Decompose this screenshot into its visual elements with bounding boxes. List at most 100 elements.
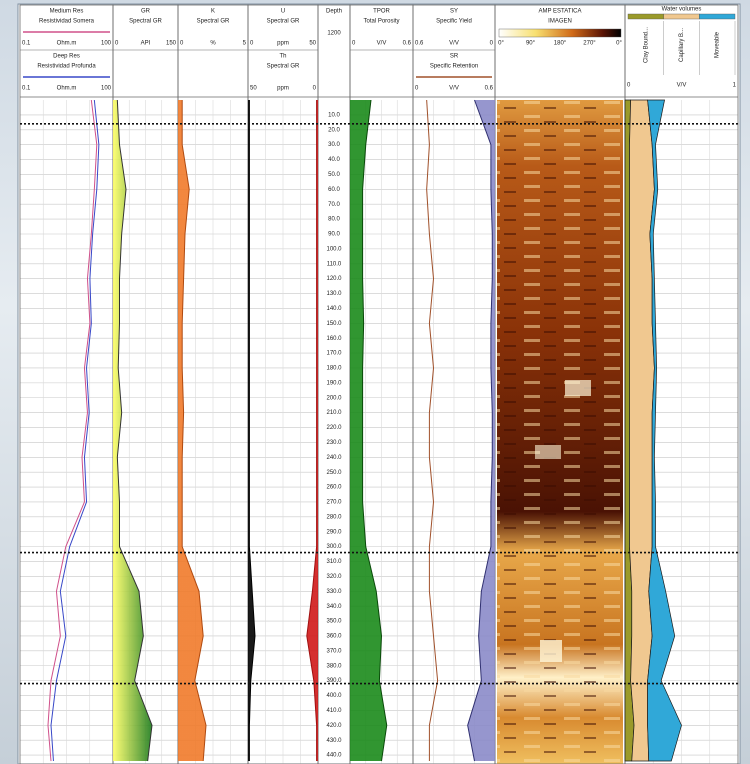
scale-unit: Ohm.m — [57, 86, 77, 92]
curve-name: Medium Res — [50, 9, 84, 15]
track-name: Water volumes — [662, 7, 702, 13]
depth-label: 140.0 — [326, 306, 342, 312]
depth-label: 320.0 — [326, 574, 342, 580]
depth-label: 410.0 — [326, 708, 342, 714]
depth-label: 230.0 — [326, 440, 342, 446]
depth-label: 50.0 — [328, 172, 340, 178]
curve-name: Deep Res — [53, 54, 80, 60]
depth-label: 240.0 — [326, 455, 342, 461]
depth-label: 310.0 — [326, 559, 342, 565]
page: {"log": { "depth_lim": [0, 446], "depths… — [0, 0, 750, 764]
curve-subtitle: Spectral GR — [267, 19, 300, 25]
curve-subtitle: Specific Yield — [436, 19, 472, 25]
depth-label: 360.0 — [326, 634, 342, 640]
depth-label: 40.0 — [328, 157, 340, 163]
depth-label: 280.0 — [326, 514, 342, 520]
curve-subtitle: Spectral GR — [129, 19, 162, 25]
scale-unit: V/V — [449, 41, 459, 47]
image-scale-label: 180° — [554, 41, 567, 47]
image-spot — [565, 380, 591, 396]
curve-subtitle: Spectral GR — [197, 19, 230, 25]
depth-label: 340.0 — [326, 604, 342, 610]
scale-min: 0.1 — [22, 41, 31, 47]
scale-min: 0.1 — [22, 86, 31, 92]
depth-label: 130.0 — [326, 291, 342, 297]
legend-label: Capillary B... — [679, 28, 685, 62]
curve-name: SR — [450, 54, 459, 60]
legend-swatch — [628, 14, 664, 19]
depth-label: 90.0 — [328, 232, 340, 238]
depth-label: 160.0 — [326, 336, 342, 342]
depth-label: 70.0 — [328, 202, 340, 208]
image-texture — [497, 100, 623, 764]
legend-label: Moveable — [715, 31, 721, 58]
curve-name: U — [281, 9, 285, 15]
scale-unit: % — [210, 41, 216, 47]
image-spot — [535, 445, 561, 459]
curve-name: K — [211, 9, 215, 15]
depth-label: 350.0 — [326, 619, 342, 625]
scale-unit: V/V — [377, 41, 387, 47]
depth-label: 260.0 — [326, 485, 342, 491]
depth-label: 430.0 — [326, 738, 342, 744]
depth-label: 420.0 — [326, 723, 342, 729]
curve-name: Th — [279, 54, 286, 60]
curve-subtitle: Spectral GR — [267, 64, 300, 70]
depth-label: 100.0 — [326, 246, 342, 252]
depth-label: 270.0 — [326, 500, 342, 506]
scale-unit: ppm — [277, 41, 289, 47]
depth-label: 250.0 — [326, 470, 342, 476]
scale-unit: V/V — [677, 83, 687, 89]
amplitude-bar — [499, 29, 621, 37]
scale-unit: V/V — [449, 86, 459, 92]
legend-swatch — [699, 14, 735, 19]
image-spot — [540, 640, 562, 662]
scale-max: 100 — [101, 86, 112, 92]
legend-swatch — [664, 14, 700, 19]
depth-label: 80.0 — [328, 217, 340, 223]
depth-label: 440.0 — [326, 753, 342, 759]
depth-label: 380.0 — [326, 663, 342, 669]
depth-label: 190.0 — [326, 380, 342, 386]
depth-label: 120.0 — [326, 276, 342, 282]
depth-label: 60.0 — [328, 187, 340, 193]
depth-title: Depth — [326, 9, 342, 15]
image-subtitle: IMAGEN — [548, 19, 572, 25]
depth-label: 290.0 — [326, 529, 342, 535]
depth-scale: 1200 — [327, 31, 341, 37]
scale-min: 50 — [250, 86, 257, 92]
depth-label: 400.0 — [326, 693, 342, 699]
scale-unit: API — [141, 41, 151, 47]
depth-label: 220.0 — [326, 425, 342, 431]
image-scale-label: 90° — [526, 41, 536, 47]
depth-label: 150.0 — [326, 321, 342, 327]
depth-label: 20.0 — [328, 127, 340, 133]
scale-min: 0.6 — [415, 41, 424, 47]
depth-label: 30.0 — [328, 142, 340, 148]
scale-max: 100 — [101, 41, 112, 47]
scale-unit: Ohm.m — [57, 41, 77, 47]
image-scale-label: 0° — [498, 41, 504, 47]
curve-subtitle: Specific Retention — [430, 64, 478, 70]
curve-subtitle: Resistividad Profunda — [37, 64, 96, 70]
curve-name: SY — [450, 9, 458, 15]
image-scale-label: 270° — [583, 41, 596, 47]
scale-unit: ppm — [277, 86, 289, 92]
depth-label: 330.0 — [326, 589, 342, 595]
depth-label: 180.0 — [326, 366, 342, 372]
image-title: AMP ESTATICA — [538, 9, 581, 15]
depth-label: 370.0 — [326, 648, 342, 654]
scale-max: 150 — [166, 41, 177, 47]
curve-name: TPOR — [373, 9, 390, 15]
depth-label: 110.0 — [327, 261, 342, 267]
legend-label: Clay Bound... — [643, 27, 649, 63]
curve-subtitle: Resistividad Somera — [39, 19, 95, 25]
image-scale-label: 0° — [616, 41, 622, 47]
scale-max: 50 — [309, 41, 316, 47]
depth-label: 200.0 — [326, 395, 342, 401]
log-display: 10.0 20.0 30.0 40.0 50.0 60.0 70.0 80.0 90.0 100.… — [0, 0, 750, 764]
depth-label: 210.0 — [326, 410, 342, 416]
depth-label: 10.0 — [328, 112, 340, 118]
curve-name: GR — [141, 9, 151, 15]
depth-label: 170.0 — [326, 351, 342, 357]
